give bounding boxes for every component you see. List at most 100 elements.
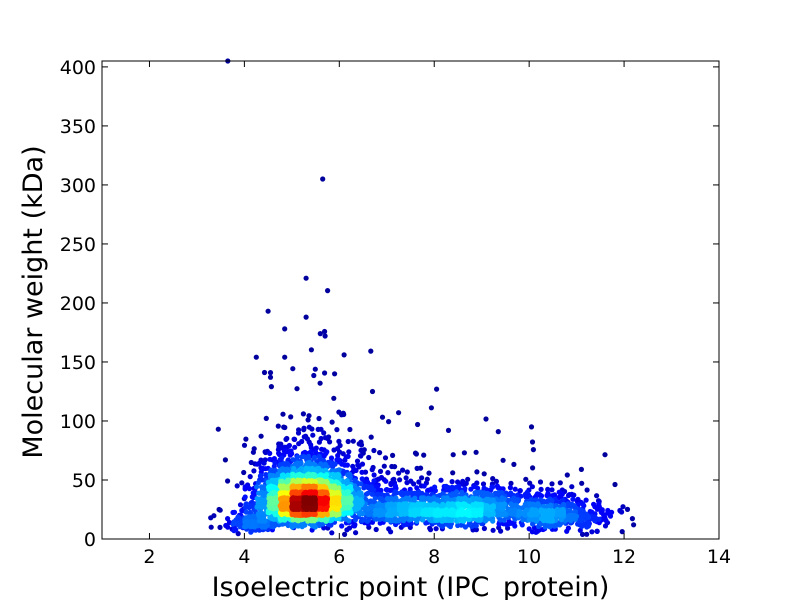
data-point xyxy=(335,467,341,473)
data-point xyxy=(323,450,329,457)
data-point xyxy=(230,521,236,527)
data-point xyxy=(303,275,309,281)
data-point xyxy=(528,424,535,430)
data-point xyxy=(267,374,274,380)
data-point xyxy=(508,497,514,503)
data-point xyxy=(358,442,365,448)
data-point xyxy=(268,495,274,501)
data-point xyxy=(396,470,402,476)
data-point xyxy=(239,480,245,486)
data-point xyxy=(254,496,260,502)
data-point xyxy=(512,486,518,492)
data-point xyxy=(322,435,328,441)
data-point xyxy=(341,411,347,418)
data-point xyxy=(311,372,317,379)
data-point xyxy=(301,454,307,460)
data-point xyxy=(316,415,322,422)
data-point xyxy=(580,513,586,520)
data-point xyxy=(404,469,410,475)
data-point xyxy=(311,454,318,460)
data-point xyxy=(262,524,268,530)
data-point xyxy=(300,411,306,417)
data-point xyxy=(323,496,329,502)
data-point xyxy=(537,491,543,498)
data-point xyxy=(294,386,300,392)
data-point xyxy=(242,494,248,500)
data-point xyxy=(589,529,595,535)
data-point xyxy=(353,496,359,502)
data-point xyxy=(493,478,499,484)
data-point xyxy=(230,509,236,516)
data-point xyxy=(378,510,384,516)
data-point xyxy=(303,314,309,320)
data-point xyxy=(215,426,221,432)
data-point xyxy=(403,509,409,516)
data-point xyxy=(529,529,535,535)
data-point xyxy=(371,472,377,478)
data-point xyxy=(390,452,396,458)
data-point xyxy=(579,522,585,528)
data-point xyxy=(594,493,600,499)
data-point xyxy=(347,484,354,490)
data-point xyxy=(309,484,315,490)
data-point xyxy=(305,417,311,423)
data-point xyxy=(365,517,371,523)
data-point xyxy=(260,503,266,509)
data-point xyxy=(496,525,502,531)
data-point xyxy=(369,467,375,473)
data-point xyxy=(341,352,347,358)
data-point xyxy=(393,495,399,501)
data-point xyxy=(475,485,481,491)
data-point xyxy=(519,522,525,528)
data-point xyxy=(585,523,592,529)
data-point xyxy=(271,463,277,469)
data-point xyxy=(443,483,449,489)
data-point xyxy=(285,472,291,478)
data-point xyxy=(592,504,598,510)
data-point xyxy=(384,517,390,523)
data-point xyxy=(511,461,517,467)
data-point xyxy=(250,490,256,496)
data-point xyxy=(490,527,496,533)
data-point xyxy=(433,526,439,532)
data-point xyxy=(594,528,600,534)
data-point xyxy=(537,479,544,485)
data-point xyxy=(490,518,496,524)
data-point xyxy=(279,462,285,468)
data-point xyxy=(432,512,438,518)
data-point xyxy=(282,354,288,360)
data-point xyxy=(234,483,240,489)
data-point xyxy=(566,492,573,498)
data-point xyxy=(599,508,605,514)
data-point xyxy=(333,497,339,503)
data-point xyxy=(527,511,533,517)
data-point xyxy=(368,348,374,354)
data-point xyxy=(281,466,287,472)
data-point xyxy=(579,531,586,538)
data-point xyxy=(342,531,348,538)
data-point xyxy=(449,492,455,498)
data-point xyxy=(344,462,350,468)
data-point xyxy=(461,450,467,456)
data-point xyxy=(267,450,273,456)
data-point xyxy=(328,455,335,461)
data-point xyxy=(385,470,391,476)
data-point xyxy=(414,485,420,491)
data-point xyxy=(459,489,465,495)
data-point xyxy=(346,518,352,524)
data-point xyxy=(437,512,443,518)
data-point xyxy=(501,517,507,523)
data-point xyxy=(280,472,286,478)
data-point xyxy=(335,452,341,459)
data-point xyxy=(225,478,231,484)
data-point xyxy=(581,503,587,509)
data-point xyxy=(288,414,294,420)
data-point xyxy=(265,510,271,516)
data-point xyxy=(342,457,348,463)
data-point xyxy=(382,455,389,461)
data-point xyxy=(400,501,407,507)
data-point xyxy=(527,480,533,486)
data-point xyxy=(254,484,260,490)
data-point xyxy=(267,456,273,462)
data-point xyxy=(345,453,351,459)
